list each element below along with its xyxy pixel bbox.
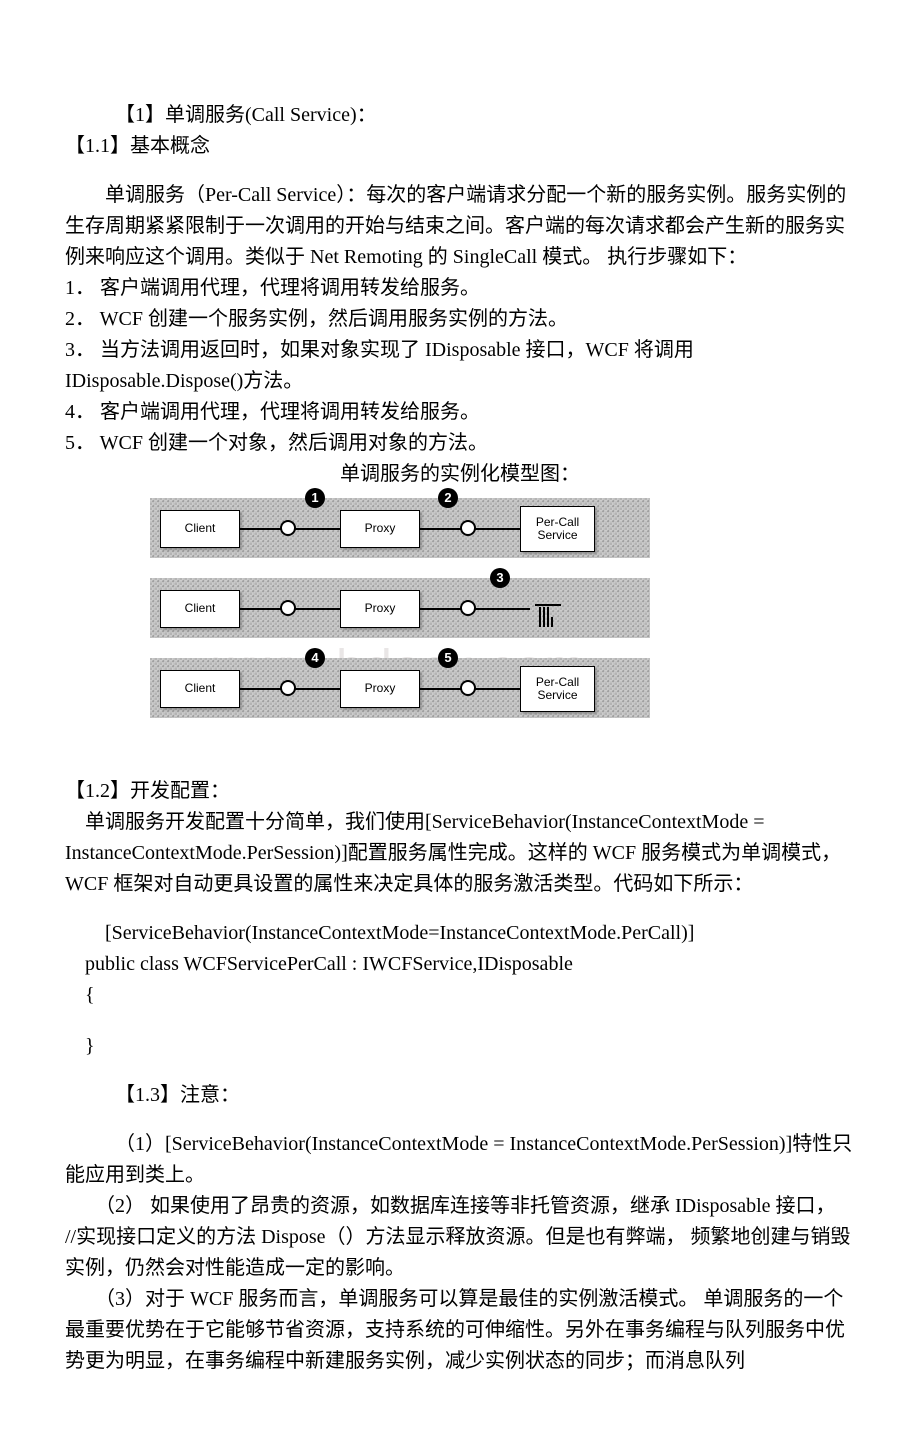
section-1-heading: 【1】单调服务(Call Service)： bbox=[65, 100, 855, 131]
blank-line bbox=[65, 162, 855, 180]
section-1-2-text: 单调服务开发配置十分简单，我们使用[ServiceBehavior(Instan… bbox=[65, 807, 855, 900]
step-5: 5． WCF 创建一个对象，然后调用对象的方法。 bbox=[65, 428, 855, 459]
step-num-4: 4 bbox=[305, 648, 325, 668]
service-box: Per-Call Service bbox=[520, 506, 595, 552]
client-box: Client bbox=[160, 590, 240, 628]
note-3: （3）对于 WCF 服务而言，单调服务可以算是最佳的实例激活模式。 单调服务的一… bbox=[65, 1284, 855, 1377]
section-1-1-heading: 【1.1】基本概念 bbox=[65, 131, 855, 162]
intro-paragraph: 单调服务（Per-Call Service）：每次的客户端请求分配一个新的服务实… bbox=[65, 180, 855, 273]
note-2: （2） 如果使用了昂贵的资源，如数据库连接等非托管资源，继承 IDisposab… bbox=[65, 1191, 855, 1284]
diagram-caption: 单调服务的实例化模型图： bbox=[65, 459, 855, 490]
service-box: Per-Call Service bbox=[520, 666, 595, 712]
code-line-3: { bbox=[65, 980, 855, 1011]
diagram-container: Client 1 Proxy 2 Per-Call Service Client… bbox=[65, 490, 855, 776]
section-1-2-heading: 【1.2】开发配置： bbox=[65, 776, 855, 807]
client-box: Client bbox=[160, 670, 240, 708]
step-4: 4． 客户端调用代理，代理将调用转发给服务。 bbox=[65, 397, 855, 428]
diagram-row-3: Client 4 Proxy 5 Per-Call Service bbox=[150, 658, 650, 718]
step-1: 1． 客户端调用代理，代理将调用转发给服务。 bbox=[65, 273, 855, 304]
client-box: Client bbox=[160, 510, 240, 548]
connector-circle bbox=[280, 520, 296, 536]
step-num-1: 1 bbox=[305, 488, 325, 508]
code-line-5: } bbox=[65, 1031, 855, 1062]
step-3: 3． 当方法调用返回时，如果对象实现了 IDisposable 接口，WCF 将… bbox=[65, 335, 855, 397]
diagram-row-2: Client Proxy 3 bbox=[150, 578, 650, 638]
blank-line bbox=[65, 900, 855, 918]
step-num-5: 5 bbox=[438, 648, 458, 668]
step-num-3: 3 bbox=[490, 568, 510, 588]
connector-circle bbox=[460, 600, 476, 616]
note-1: （1）[ServiceBehavior(InstanceContextMode … bbox=[65, 1129, 855, 1191]
blank-line bbox=[65, 1111, 855, 1129]
dispose-icon bbox=[538, 596, 554, 627]
connector-circle bbox=[280, 600, 296, 616]
code-line-1: [ServiceBehavior(InstanceContextMode=Ins… bbox=[65, 918, 855, 949]
per-call-diagram: Client 1 Proxy 2 Per-Call Service Client… bbox=[150, 498, 650, 758]
connector-circle bbox=[460, 520, 476, 536]
connector-circle bbox=[280, 680, 296, 696]
code-line-4 bbox=[65, 1011, 855, 1031]
proxy-box: Proxy bbox=[340, 590, 420, 628]
diagram-row-1: Client 1 Proxy 2 Per-Call Service bbox=[150, 498, 650, 558]
proxy-box: Proxy bbox=[340, 510, 420, 548]
blank-line bbox=[65, 1062, 855, 1080]
code-line-2: public class WCFServicePerCall : IWCFSer… bbox=[65, 949, 855, 980]
connector-circle bbox=[460, 680, 476, 696]
proxy-box: Proxy bbox=[340, 670, 420, 708]
step-2: 2． WCF 创建一个服务实例，然后调用服务实例的方法。 bbox=[65, 304, 855, 335]
step-num-2: 2 bbox=[438, 488, 458, 508]
section-1-3-heading: 【1.3】注意： bbox=[65, 1080, 855, 1111]
